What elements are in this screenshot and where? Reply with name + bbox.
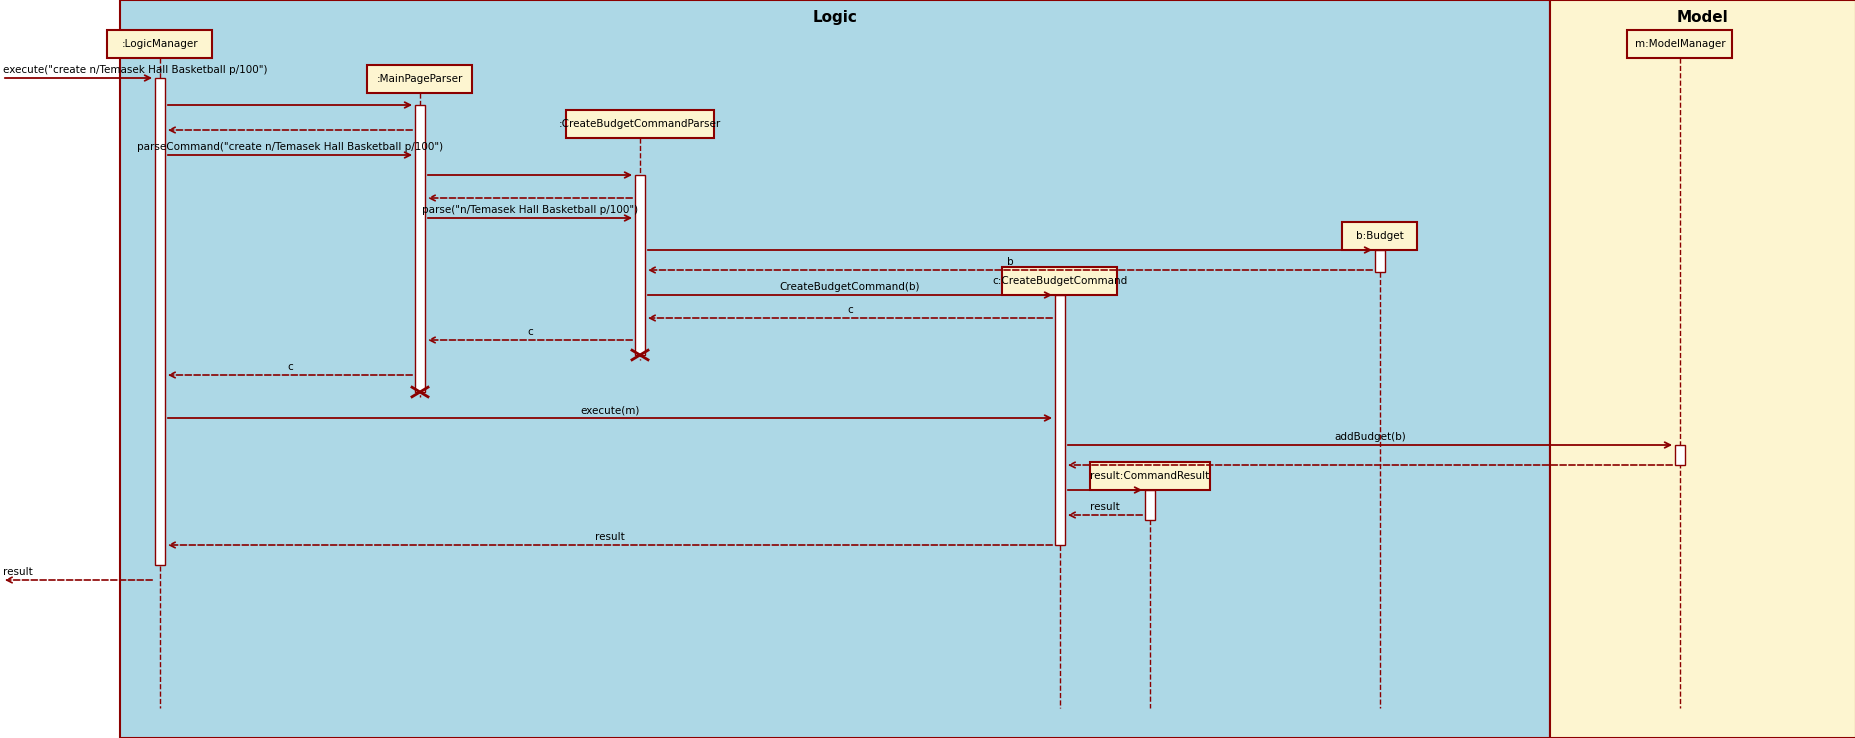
- Text: c: c: [846, 305, 853, 315]
- Bar: [121, 0, 1549, 738]
- Bar: [156, 78, 165, 565]
- Text: :MainPageParser: :MainPageParser: [377, 74, 464, 84]
- FancyBboxPatch shape: [1627, 30, 1731, 58]
- Text: result: result: [595, 532, 625, 542]
- Text: :LogicManager: :LogicManager: [122, 39, 198, 49]
- Bar: [1673, 445, 1684, 465]
- Text: result:CommandResult: result:CommandResult: [1089, 471, 1209, 481]
- Text: Model: Model: [1677, 10, 1729, 25]
- Bar: [1145, 490, 1154, 520]
- Text: Logic: Logic: [812, 10, 857, 25]
- Text: parseCommand("create n/Temasek Hall Basketball p/100"): parseCommand("create n/Temasek Hall Bask…: [137, 142, 443, 152]
- FancyBboxPatch shape: [1089, 462, 1209, 490]
- Text: parse("n/Temasek Hall Basketball p/100"): parse("n/Temasek Hall Basketball p/100"): [421, 205, 638, 215]
- Bar: [1054, 295, 1065, 545]
- Text: result: result: [1089, 502, 1119, 512]
- Text: b:Budget: b:Budget: [1356, 231, 1402, 241]
- Text: c: c: [527, 327, 532, 337]
- FancyBboxPatch shape: [367, 65, 473, 93]
- FancyBboxPatch shape: [108, 30, 211, 58]
- Text: addBudget(b): addBudget(b): [1334, 432, 1404, 442]
- Text: execute("create n/Temasek Hall Basketball p/100"): execute("create n/Temasek Hall Basketbal…: [4, 65, 267, 75]
- Text: result: result: [4, 567, 33, 577]
- FancyBboxPatch shape: [566, 110, 714, 138]
- FancyBboxPatch shape: [1341, 222, 1417, 250]
- Text: CreateBudgetCommand(b): CreateBudgetCommand(b): [779, 282, 920, 292]
- Text: execute(m): execute(m): [581, 405, 640, 415]
- Bar: [634, 175, 646, 355]
- Bar: [1375, 250, 1384, 272]
- Text: m:ModelManager: m:ModelManager: [1634, 39, 1725, 49]
- Text: :CreateBudgetCommandParser: :CreateBudgetCommandParser: [558, 119, 722, 129]
- Bar: [1549, 0, 1855, 738]
- Text: c:CreateBudgetCommand: c:CreateBudgetCommand: [992, 276, 1128, 286]
- Bar: [416, 105, 425, 392]
- FancyBboxPatch shape: [1002, 267, 1117, 295]
- Text: b: b: [1005, 257, 1013, 267]
- Text: c: c: [288, 362, 293, 372]
